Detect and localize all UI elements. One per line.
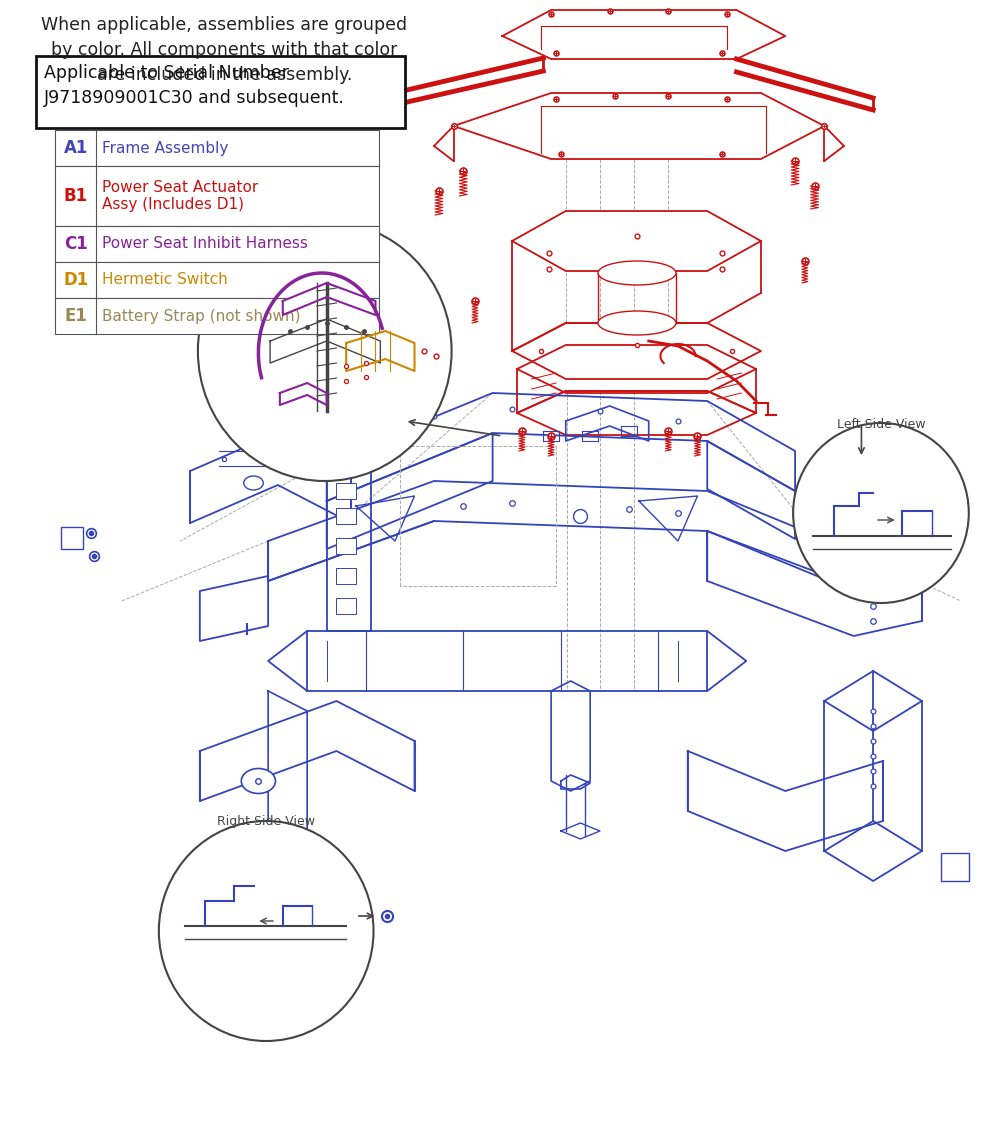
Polygon shape [268,481,854,592]
Bar [336,568,356,584]
Bar [55,130,379,166]
Text: Left Side View: Left Side View [837,418,925,431]
Text: Power Seat Actuator
Assy (Includes D1): Power Seat Actuator Assy (Includes D1) [102,180,259,213]
Polygon shape [566,406,649,441]
Polygon shape [280,383,327,405]
Text: Hermetic Switch: Hermetic Switch [102,273,228,287]
Polygon shape [517,345,756,392]
Polygon shape [688,751,883,851]
Bar [336,538,356,554]
Text: C1: C1 [64,235,88,253]
Ellipse shape [241,768,275,794]
Polygon shape [639,497,697,541]
Bar [941,853,969,881]
Bar [55,226,379,262]
Bar [55,166,379,226]
Bar [55,262,379,297]
Polygon shape [517,391,756,435]
Polygon shape [512,323,761,379]
Text: Applicable to Serial Number
J9718909001C30 and subsequent.: Applicable to Serial Number J9718909001C… [44,64,345,107]
Polygon shape [268,691,307,851]
Polygon shape [346,331,415,371]
Polygon shape [824,821,922,881]
Polygon shape [283,283,375,316]
Polygon shape [268,631,746,691]
Text: B1: B1 [64,187,88,205]
Bar [55,297,379,334]
Ellipse shape [244,476,263,490]
Polygon shape [561,775,590,789]
Polygon shape [327,392,795,501]
Polygon shape [268,831,327,891]
Polygon shape [327,461,371,631]
Polygon shape [200,576,268,641]
Polygon shape [454,93,824,159]
Circle shape [198,221,452,481]
Bar [36,57,405,128]
Polygon shape [512,211,761,271]
Bar [336,483,356,499]
Text: When applicable, assemblies are grouped
by color. All components with that color: When applicable, assemblies are grouped … [41,16,407,84]
Bar [336,598,356,614]
Text: A1: A1 [64,139,88,157]
Ellipse shape [598,311,676,335]
Polygon shape [190,433,351,523]
Bar [336,508,356,524]
Polygon shape [356,497,415,541]
Polygon shape [200,701,415,801]
Text: Frame Assembly: Frame Assembly [102,140,229,155]
Text: Power Seat Inhibit Harness: Power Seat Inhibit Harness [102,236,308,251]
Polygon shape [502,10,785,59]
Ellipse shape [598,261,676,285]
Circle shape [159,821,374,1041]
Circle shape [793,423,969,603]
Polygon shape [551,681,590,791]
Polygon shape [824,671,922,731]
Text: Right Side View: Right Side View [217,815,315,828]
Text: D1: D1 [63,271,89,290]
Polygon shape [327,433,493,549]
Text: Battery Strap (not shown): Battery Strap (not shown) [102,309,301,323]
Text: E1: E1 [64,307,87,325]
Polygon shape [561,823,600,839]
Polygon shape [270,319,380,363]
Polygon shape [707,530,922,636]
Polygon shape [707,441,795,539]
Bar [61,527,83,549]
